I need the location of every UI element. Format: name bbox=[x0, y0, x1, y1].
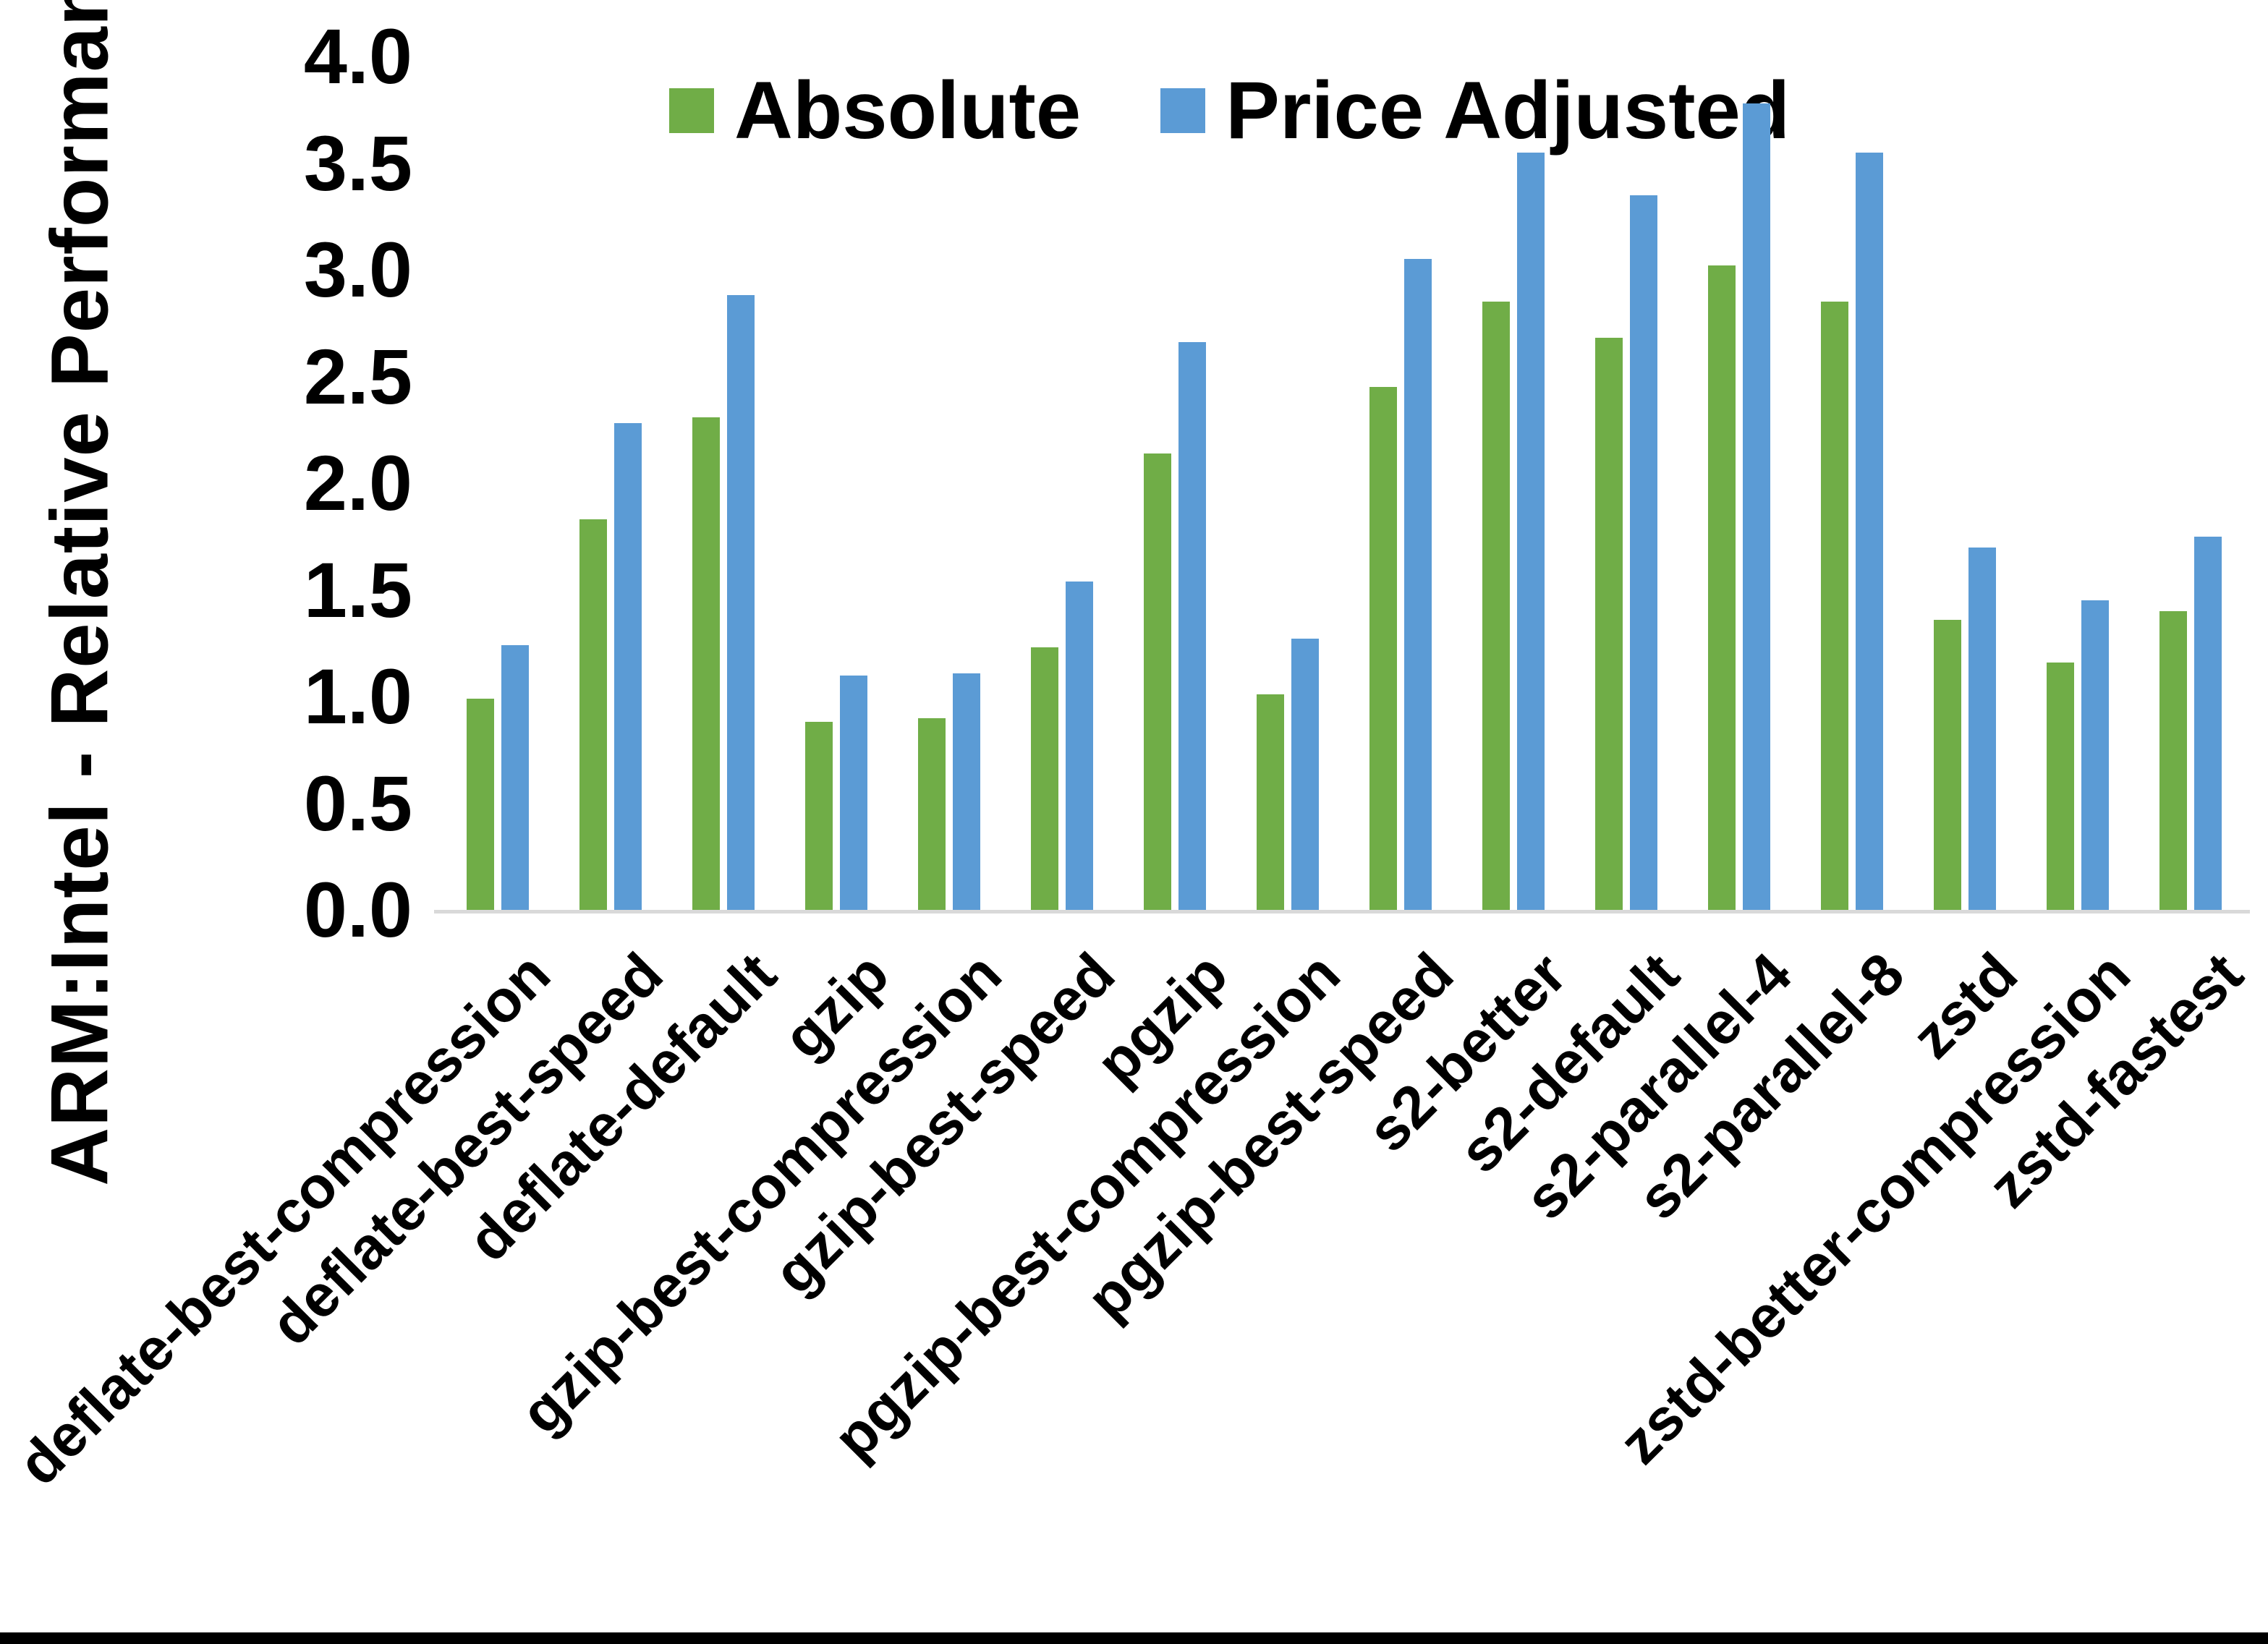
bar-price-adjusted bbox=[2194, 536, 2222, 910]
legend-label-absolute: Absolute bbox=[734, 65, 1082, 156]
legend-swatch-absolute bbox=[669, 88, 714, 133]
y-tick-label: 3.5 bbox=[303, 119, 412, 207]
bar-group-zstd-fastest bbox=[2134, 56, 2247, 910]
bar-absolute bbox=[805, 722, 833, 910]
bar-group-pgzip-best-speed bbox=[1344, 56, 1457, 910]
bar-price-adjusted bbox=[1743, 103, 1770, 910]
bar-price-adjusted bbox=[501, 645, 529, 910]
bar-price-adjusted bbox=[1178, 342, 1206, 910]
bar-absolute bbox=[579, 519, 607, 910]
bar-group-gzip-best-compression bbox=[893, 56, 1006, 910]
y-tick-label: 4.0 bbox=[303, 12, 412, 100]
bar-price-adjusted bbox=[1291, 639, 1319, 910]
bar-absolute bbox=[1595, 338, 1623, 910]
y-tick-label: 1.0 bbox=[303, 652, 412, 740]
bar-group-s2-parallel-4 bbox=[1683, 56, 1796, 910]
bar-absolute bbox=[1821, 302, 1848, 910]
y-axis-title: ARM:Intel - Relative Performance bbox=[34, 0, 125, 1186]
legend-swatch-price-adjusted bbox=[1160, 88, 1206, 133]
bar-group-deflate-best-compression bbox=[441, 56, 554, 910]
bar-group-s2-parallel-8 bbox=[1796, 56, 1908, 910]
bar-price-adjusted bbox=[1404, 259, 1432, 910]
bar-price-adjusted bbox=[840, 675, 867, 910]
bar-group-deflate-default bbox=[667, 56, 780, 910]
bar-price-adjusted bbox=[1856, 152, 1883, 910]
bar-price-adjusted bbox=[1630, 195, 1657, 910]
y-tick-label: 2.0 bbox=[303, 439, 412, 527]
bar-price-adjusted bbox=[1517, 152, 1545, 910]
bar-group-pgzip-best-compression bbox=[1231, 56, 1344, 910]
plot-area bbox=[441, 56, 2247, 910]
bar-group-s2-default bbox=[1570, 56, 1683, 910]
bar-absolute bbox=[1031, 647, 1058, 910]
legend-label-price-adjusted: Price Adjusted bbox=[1226, 65, 1791, 156]
bar-price-adjusted bbox=[2081, 600, 2109, 910]
y-tick-label: 3.0 bbox=[303, 226, 412, 313]
bar-absolute bbox=[2159, 611, 2187, 910]
bar-group-zstd bbox=[1908, 56, 2021, 910]
y-tick-label: 1.5 bbox=[303, 545, 412, 634]
y-tick-label: 0.0 bbox=[303, 866, 412, 953]
bar-absolute bbox=[1482, 302, 1510, 910]
legend-item-absolute: Absolute bbox=[669, 64, 1081, 157]
bar-price-adjusted bbox=[1968, 547, 1996, 910]
bar-price-adjusted bbox=[727, 295, 755, 910]
bar-absolute bbox=[2047, 662, 2074, 910]
bar-absolute bbox=[467, 698, 494, 910]
bar-price-adjusted bbox=[953, 673, 980, 910]
bar-absolute bbox=[918, 717, 946, 910]
legend-item-price-adjusted: Price Adjusted bbox=[1160, 64, 1790, 157]
x-axis-line bbox=[434, 910, 2250, 913]
figure-bottom-border bbox=[0, 1632, 2268, 1644]
bar-group-pgzip bbox=[1118, 56, 1231, 910]
bar-absolute bbox=[1257, 694, 1284, 910]
bar-group-gzip bbox=[780, 56, 893, 910]
bar-group-zstd-better-compression bbox=[2021, 56, 2134, 910]
bar-absolute bbox=[1708, 265, 1736, 910]
bar-absolute bbox=[692, 417, 720, 910]
bar-group-deflate-best-speed bbox=[554, 56, 667, 910]
bar-price-adjusted bbox=[1066, 581, 1093, 910]
bar-absolute bbox=[1144, 453, 1171, 910]
bar-group-s2-better bbox=[1457, 56, 1570, 910]
y-tick-label: 0.5 bbox=[303, 759, 412, 847]
bar-absolute bbox=[1369, 387, 1397, 910]
y-tick-label: 2.5 bbox=[303, 332, 412, 420]
legend: Absolute Price Adjusted bbox=[669, 64, 1790, 157]
bar-group-gzip-best-speed bbox=[1006, 56, 1118, 910]
bar-price-adjusted bbox=[614, 423, 642, 910]
bar-absolute bbox=[1934, 619, 1961, 910]
